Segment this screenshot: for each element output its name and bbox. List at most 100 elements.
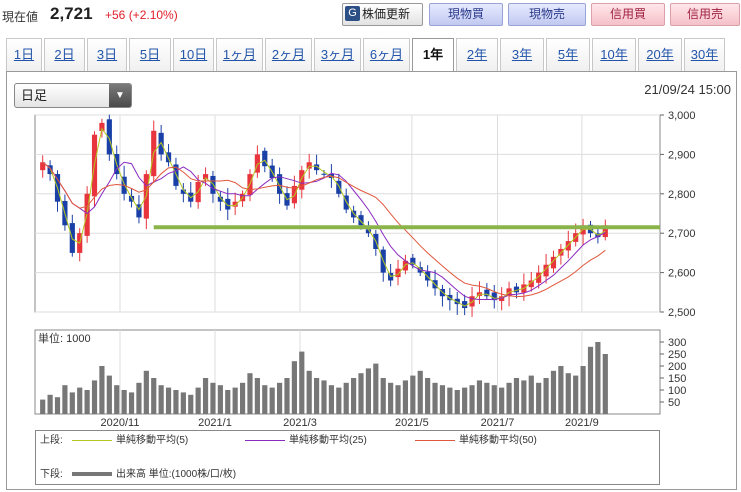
volume-bar [543,378,549,414]
volume-bar [62,385,68,414]
cash-sell-button[interactable]: 現物売 [508,3,586,26]
volume-tick-label: 150 [668,373,686,385]
x-tick-label: 2021/5 [395,417,429,429]
volume-bar [410,375,416,414]
x-tick-label: 2021/1 [198,417,232,429]
tab-9[interactable]: 1年 [412,38,454,72]
price-tick-label: 3,000 [668,110,696,122]
legend-lower-row: 下段: 出来高 単位:(1000株/口/枚) [40,468,655,482]
candle-body [314,164,320,171]
price-tick-label: 2,600 [668,268,696,280]
candle-body [180,189,186,194]
volume-bar [180,392,186,414]
volume-bar [491,385,497,414]
volume-bar [262,385,268,414]
price-label: 現在値 [2,10,39,24]
chart-legend: 上段: 単純移動平均(5) 単純移動平均(25) 単純移動平均(50) 下段: … [35,430,660,485]
tab-3[interactable]: 5日 [129,38,171,71]
x-tick-label: 2020/11 [101,417,140,429]
volume-bar [195,387,201,414]
legend-ma25-label: 単純移動平均(25) [289,435,367,446]
tab-13[interactable]: 10年 [592,38,636,71]
chart-timestamp: 21/09/24 15:00 [644,82,731,97]
legend-lower-label: 下段: [40,469,63,480]
volume-bar [188,394,194,414]
volume-bar [136,382,142,414]
price-plot-area [34,114,661,313]
tab-11[interactable]: 3年 [500,38,544,71]
tab-6[interactable]: 2ヶ月 [265,38,312,71]
ma5-line [42,127,606,307]
x-tick-label: 2021/7 [481,417,515,429]
tab-0[interactable]: 1日 [6,38,42,71]
candle-body [513,286,520,293]
candle-body [410,257,416,265]
legend-upper-row: 上段: 単純移動平均(5) 単純移動平均(25) 単純移動平均(50) [40,434,655,448]
interval-select[interactable]: 日足 ▼ [14,83,132,108]
volume-bar [351,378,357,414]
volume-bar [239,382,246,414]
candle-body [536,272,542,283]
price-tick-label: 2,800 [668,189,696,201]
update-price-button[interactable]: G 株価更新 [342,3,423,26]
volume-bar [402,380,409,414]
volume-bar [321,380,327,414]
volume-bar [284,378,290,414]
volume-bar [439,385,446,414]
candle-body [262,150,268,167]
candle-body [602,225,608,238]
tab-7[interactable]: 3ヶ月 [314,38,361,71]
volume-bar [580,366,586,414]
volume-bar [99,366,105,414]
interval-select-value: 日足 [21,88,48,103]
period-tabs: 1日 2日 3日 5日 10日 1ヶ月 2ヶ月 3ヶ月 6ヶ月 1年 2年 3年 5年 10年 20年 30年 [6,38,737,72]
volume-bar [417,370,423,414]
volume-bar [121,390,127,414]
legend-upper-label: 上段: [40,435,63,446]
volume-bar [343,382,349,414]
tab-4[interactable]: 10日 [173,38,214,71]
candle-body [276,174,283,194]
volume-bar [469,385,475,414]
volume-bar [247,373,253,414]
chevron-down-icon[interactable]: ▼ [109,84,131,107]
legend-ma5-swatch [72,439,112,441]
margin-buy-button[interactable]: 信用買 [591,3,665,26]
candle-body [402,260,409,271]
volume-bar [536,382,542,414]
candle-body [225,198,231,210]
volume-bar [573,375,579,414]
volume-bar [314,378,320,414]
candle-body [365,229,372,234]
tab-14[interactable]: 20年 [638,38,682,71]
candle-body [202,174,209,180]
candle-body [306,162,312,169]
candle-body [484,289,490,297]
volume-bar [587,346,594,414]
volume-bar [328,385,334,414]
volume-bar [173,390,179,414]
refresh-icon: G [345,6,360,22]
margin-sell-button[interactable]: 信用売 [670,3,740,26]
cash-buy-button[interactable]: 現物買 [429,3,503,26]
volume-bar [476,380,483,414]
volume-bar [462,387,468,414]
legend-ma50: 単純移動平均(50) [415,434,537,448]
volume-bar [425,378,431,414]
tab-10[interactable]: 2年 [456,38,498,71]
volume-bar [106,375,112,414]
tab-8[interactable]: 6ヶ月 [363,38,410,71]
volume-bar [395,385,401,414]
volume-bar [447,387,453,414]
tab-12[interactable]: 5年 [546,38,590,71]
volume-bar [506,382,512,414]
volume-bar [595,342,601,414]
tab-15[interactable]: 30年 [684,38,725,71]
legend-volume-swatch [72,472,112,477]
tab-5[interactable]: 1ヶ月 [216,38,263,71]
header-bar: 現在値 2,721 +56 (+2.10%) G 株価更新 現物買 現物売 信用買… [0,0,741,32]
volume-bar [358,373,364,414]
tab-2[interactable]: 3日 [87,38,127,71]
tab-1[interactable]: 2日 [44,38,85,71]
volume-bar [143,370,149,414]
